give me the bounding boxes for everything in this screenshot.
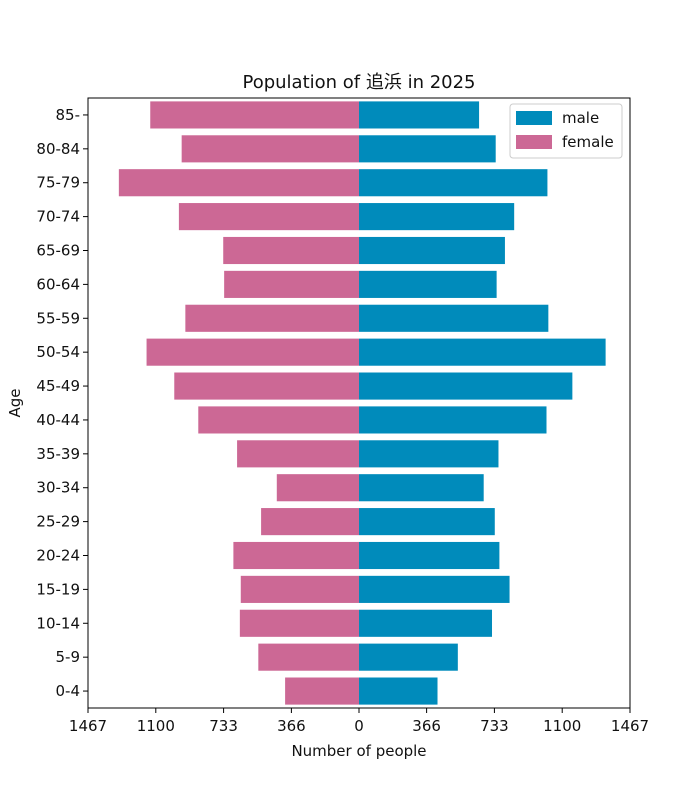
legend-label-male: male [562, 109, 599, 127]
bar-male-20-24 [359, 541, 500, 570]
legend-swatch-female [516, 135, 552, 149]
x-tick-label: 1100 [137, 717, 175, 735]
y-tick-label: 10-14 [36, 614, 80, 632]
y-tick-label: 85- [56, 106, 81, 124]
bar-male-15-19 [359, 575, 510, 603]
bar-male-10-14 [359, 609, 493, 637]
y-tick-label: 30-34 [36, 479, 80, 497]
bar-female-5-9 [258, 643, 359, 671]
x-tick-label: 1467 [69, 717, 107, 735]
x-tick-label: 733 [209, 717, 238, 735]
bar-male-45-49 [359, 372, 573, 400]
bar-female-85- [150, 101, 359, 129]
bar-female-15-19 [240, 575, 359, 603]
bar-female-30-34 [276, 474, 359, 502]
bar-male-70-74 [359, 203, 515, 231]
bar-male-85- [359, 101, 480, 129]
y-tick-label: 45-49 [36, 377, 80, 395]
bar-female-60-64 [224, 270, 359, 298]
bar-male-80-84 [359, 135, 496, 163]
bar-male-5-9 [359, 643, 458, 671]
bar-female-35-39 [237, 440, 359, 468]
x-tick-label: 0 [354, 717, 364, 735]
bar-female-10-14 [239, 609, 359, 637]
x-axis: 1467 1100 733 366 0 366 733 1100 1467 [69, 708, 649, 735]
x-tick-label: 733 [480, 717, 509, 735]
x-tick-label: 1467 [611, 717, 649, 735]
y-tick-label: 80-84 [36, 140, 80, 158]
bar-female-0-4 [285, 677, 359, 705]
bars-group [118, 101, 606, 705]
bar-male-50-54 [359, 338, 606, 366]
x-axis-label: Number of people [291, 742, 426, 760]
y-axis: 0-4 5-9 10-14 15-19 20-24 25-29 30-34 35-39 40-4… [36, 106, 88, 700]
bar-male-35-39 [359, 440, 499, 468]
bar-female-75-79 [118, 169, 359, 197]
x-tick-label: 1100 [543, 717, 581, 735]
bar-female-40-44 [198, 406, 359, 434]
x-tick-label: 366 [412, 717, 441, 735]
y-tick-label: 25-29 [36, 513, 80, 531]
bar-male-65-69 [359, 236, 505, 265]
bar-female-20-24 [233, 541, 359, 570]
bar-male-75-79 [359, 169, 548, 197]
bar-female-80-84 [181, 135, 359, 163]
y-tick-label: 5-9 [56, 648, 81, 666]
y-axis-label: Age [6, 388, 24, 417]
y-tick-label: 50-54 [36, 343, 80, 361]
bar-female-25-29 [261, 508, 359, 536]
bar-male-55-59 [359, 304, 549, 332]
bar-male-30-34 [359, 474, 484, 502]
bar-male-25-29 [359, 508, 495, 536]
chart-title: Population of 追浜 in 2025 [242, 72, 475, 93]
bar-male-40-44 [359, 406, 547, 434]
legend-label-female: female [562, 133, 614, 151]
bar-female-45-49 [174, 372, 359, 400]
x-tick-label: 366 [277, 717, 306, 735]
bar-female-70-74 [178, 203, 359, 231]
legend: male female [509, 103, 623, 159]
bar-female-50-54 [146, 338, 359, 366]
y-tick-label: 15-19 [36, 580, 80, 598]
y-tick-label: 0-4 [56, 682, 81, 700]
legend-swatch-male [516, 111, 552, 125]
y-tick-label: 70-74 [36, 208, 80, 226]
bar-male-0-4 [359, 677, 438, 705]
bar-male-60-64 [359, 270, 497, 298]
y-tick-label: 35-39 [36, 445, 80, 463]
bar-female-55-59 [185, 304, 359, 332]
y-tick-label: 55-59 [36, 309, 80, 327]
y-tick-label: 75-79 [36, 174, 80, 192]
y-tick-label: 40-44 [36, 411, 80, 429]
y-tick-label: 65-69 [36, 242, 80, 260]
y-tick-label: 60-64 [36, 275, 80, 293]
y-tick-label: 20-24 [36, 547, 80, 565]
bar-female-65-69 [223, 236, 359, 265]
